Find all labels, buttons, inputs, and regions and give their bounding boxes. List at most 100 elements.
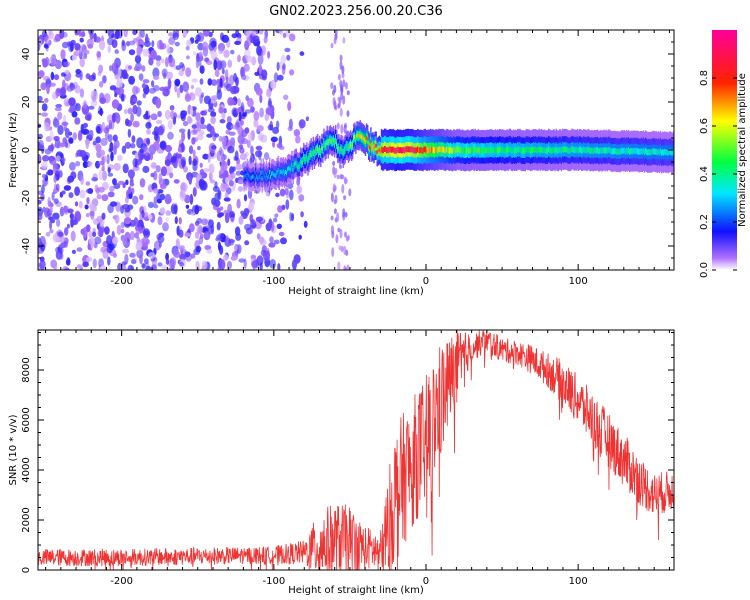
noise-blob bbox=[90, 90, 98, 102]
noise-blob bbox=[257, 53, 264, 65]
noise-blob bbox=[114, 74, 120, 80]
noise-blob bbox=[87, 43, 94, 49]
signal-cell bbox=[371, 145, 373, 150]
noise-blob bbox=[74, 201, 79, 207]
noise-blob bbox=[44, 97, 49, 103]
signal-cell bbox=[602, 147, 604, 154]
snr-x-tick-label: -100 bbox=[262, 576, 285, 587]
noise-blob bbox=[57, 88, 64, 94]
noise-blob bbox=[334, 167, 338, 174]
snr-series bbox=[38, 330, 674, 570]
noise-blob bbox=[269, 259, 277, 269]
noise-blob bbox=[124, 217, 132, 225]
noise-blob bbox=[107, 45, 112, 53]
signal-cell bbox=[453, 146, 455, 153]
noise-blob bbox=[207, 78, 213, 86]
signal-cell bbox=[332, 138, 335, 143]
signal-cell bbox=[519, 146, 521, 153]
noise-blob bbox=[151, 40, 155, 48]
noise-blob bbox=[259, 262, 263, 270]
noise-blob bbox=[132, 158, 138, 168]
signal-cell bbox=[456, 146, 458, 153]
noise-blob bbox=[150, 162, 157, 169]
signal-cell bbox=[510, 147, 513, 154]
signal-cell bbox=[585, 147, 587, 153]
signal-cell bbox=[464, 147, 467, 154]
signal-cell bbox=[647, 149, 649, 156]
signal-cell bbox=[540, 146, 542, 153]
signal-cell bbox=[621, 147, 623, 154]
noise-blob bbox=[64, 128, 70, 139]
noise-blob bbox=[108, 30, 114, 36]
noise-blob bbox=[244, 223, 252, 231]
signal-cell bbox=[513, 147, 516, 154]
signal-cell bbox=[378, 147, 381, 153]
signal-cell bbox=[329, 137, 332, 142]
signal-cell bbox=[390, 146, 392, 153]
noise-blob bbox=[267, 124, 274, 131]
noise-blob bbox=[207, 152, 211, 164]
noise-blob bbox=[247, 97, 254, 108]
noise-blob bbox=[83, 101, 87, 111]
noise-blob bbox=[224, 212, 230, 224]
signal-cell bbox=[353, 135, 355, 140]
noise-blob bbox=[41, 174, 47, 179]
signal-cell bbox=[269, 169, 271, 175]
signal-cell bbox=[391, 147, 393, 153]
noise-blob bbox=[116, 224, 122, 236]
noise-blob bbox=[253, 118, 259, 128]
signal-cell bbox=[616, 148, 618, 155]
noise-blob bbox=[281, 205, 285, 210]
noise-blob bbox=[132, 85, 139, 95]
signal-cell bbox=[290, 167, 292, 172]
noise-blob bbox=[158, 241, 162, 248]
noise-blob bbox=[343, 265, 347, 270]
noise-blob bbox=[129, 182, 135, 187]
noise-blob bbox=[255, 216, 263, 222]
noise-blob bbox=[227, 145, 235, 154]
noise-blob bbox=[208, 163, 215, 174]
signal-cell bbox=[632, 148, 634, 155]
noise-blob bbox=[122, 163, 129, 174]
noise-blob bbox=[104, 226, 110, 235]
signal-cell bbox=[615, 148, 617, 155]
signal-cell bbox=[363, 137, 366, 142]
spectrogram-x-tick: 0 bbox=[423, 30, 429, 287]
noise-blob bbox=[165, 197, 172, 204]
noise-blob bbox=[346, 110, 350, 117]
noise-blob bbox=[256, 233, 261, 240]
noise-blob bbox=[100, 138, 108, 146]
noise-blob bbox=[157, 39, 163, 50]
noise-blob bbox=[99, 265, 107, 270]
spectrogram-x-tick-label: 0 bbox=[423, 276, 429, 287]
signal-cell bbox=[527, 146, 530, 153]
noise-blob bbox=[79, 37, 84, 43]
signal-cell bbox=[422, 147, 424, 154]
signal-cell bbox=[322, 146, 324, 151]
noise-blob bbox=[165, 252, 170, 261]
signal-cell bbox=[636, 148, 638, 155]
noise-blob bbox=[341, 72, 345, 79]
noise-blob bbox=[261, 245, 267, 253]
noise-blob bbox=[292, 263, 297, 270]
noise-blob bbox=[136, 45, 143, 56]
signal-cell bbox=[565, 146, 567, 153]
noise-blob bbox=[60, 49, 66, 60]
noise-blob bbox=[340, 124, 344, 134]
noise-blob bbox=[102, 75, 107, 84]
noise-blob bbox=[228, 238, 235, 246]
noise-blob bbox=[170, 110, 175, 120]
signal-cell bbox=[429, 146, 432, 153]
noise-blob bbox=[96, 215, 104, 224]
signal-cell bbox=[482, 147, 484, 154]
noise-blob bbox=[118, 180, 125, 185]
noise-blob bbox=[138, 73, 144, 81]
signal-cell bbox=[574, 146, 576, 153]
noise-blob bbox=[165, 258, 170, 265]
signal-cell bbox=[258, 175, 260, 180]
signal-cell bbox=[662, 149, 664, 156]
noise-blob bbox=[265, 192, 270, 197]
noise-blob bbox=[201, 218, 208, 226]
signal-cell bbox=[589, 148, 591, 154]
